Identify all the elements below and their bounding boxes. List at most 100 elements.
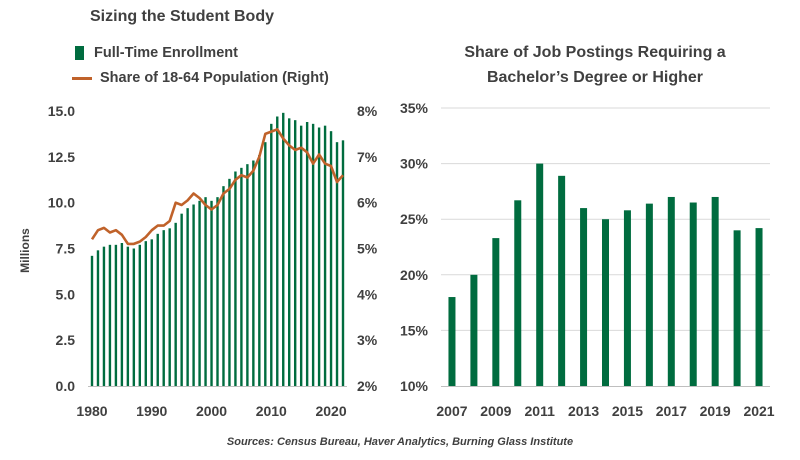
left-x-tick-label: 2020: [315, 403, 346, 419]
enrollment-bar: [96, 250, 100, 386]
left-y-tick-label: 2.5: [56, 332, 76, 348]
right-x-tick-label: 2021: [743, 403, 774, 419]
source-note: Sources: Census Bureau, Haver Analytics,…: [226, 436, 574, 448]
enrollment-bar: [180, 213, 183, 386]
left-x-tick-label: 1980: [76, 403, 107, 419]
left-y-axis-label: Millions: [18, 228, 32, 273]
job-postings-bar: [755, 228, 763, 386]
legend-share: Share of 18-64 Population (Right): [72, 70, 329, 86]
enrollment-bar: [156, 233, 159, 386]
right-y-tick-label: 20%: [400, 267, 429, 283]
left-x-tick-label: 1990: [136, 403, 167, 419]
enrollment-bar: [168, 228, 171, 386]
job-postings-bar: [667, 196, 675, 386]
enrollment-bar: [186, 208, 189, 386]
job-postings-bar: [623, 210, 631, 386]
left-x-tick-label: 2000: [196, 403, 227, 419]
enrollment-bar: [162, 230, 165, 386]
right-y-tick-label: 35%: [400, 100, 429, 116]
job-postings-bar: [492, 238, 500, 386]
right-x-tick-label: 2011: [525, 403, 556, 419]
enrollment-bar: [317, 127, 321, 386]
job-postings-bar: [470, 274, 478, 386]
enrollment-bar: [335, 142, 339, 386]
right-y-tick-label: 4%: [357, 286, 378, 302]
legend-line-swatch: [72, 76, 92, 80]
left-y-tick-label: 5.0: [56, 286, 76, 302]
right-x-tick-label: 2013: [568, 403, 599, 419]
enrollment-bar: [264, 142, 267, 386]
left-x-tick-label: 2010: [256, 403, 287, 419]
job-postings-bar: [689, 202, 697, 386]
enrollment-bar: [138, 244, 142, 386]
right-y-tick-label: 5%: [357, 241, 378, 257]
enrollment-bar: [252, 160, 255, 386]
right-y-tick-label: 25%: [400, 211, 429, 227]
enrollment-bar: [240, 167, 243, 386]
job-postings-bar: [645, 203, 653, 386]
enrollment-bar: [174, 222, 177, 386]
enrollment-bar: [311, 123, 315, 386]
enrollment-bar: [305, 122, 309, 386]
right-y-tick-label: 15%: [400, 322, 429, 338]
enrollment-bar: [90, 255, 94, 386]
enrollment-bar: [276, 116, 279, 386]
right-y-tick-label: 7%: [357, 149, 378, 165]
enrollment-bar: [246, 164, 249, 386]
left-chart-title: Sizing the Student Body: [90, 8, 274, 25]
enrollment-bar: [222, 186, 225, 386]
enrollment-bar: [210, 200, 213, 386]
right-chart-title: Share of Job Postings Requiring a Bachel…: [464, 44, 726, 86]
job-postings-bar: [558, 175, 566, 386]
job-postings-bar: [711, 196, 719, 386]
enrollment-bar: [216, 197, 219, 386]
enrollment-bar: [114, 244, 118, 386]
enrollment-bar: [293, 120, 297, 387]
right-y-tick-label: 10%: [400, 378, 429, 394]
right-y-tick-label: 6%: [357, 195, 378, 211]
left-y-tick-label: 10.0: [48, 195, 75, 211]
right-x-tick-label: 2015: [612, 403, 643, 419]
enrollment-bar: [120, 243, 124, 386]
enrollment-bar: [329, 131, 333, 386]
left-y-tick-label: 15.0: [48, 103, 75, 119]
enrollment-bar: [299, 125, 303, 387]
enrollment-bar: [132, 248, 136, 386]
right-x-tick-label: 2009: [480, 403, 511, 419]
job-postings-bar: [536, 163, 544, 386]
job-postings-bar: [602, 219, 609, 386]
enrollment-bar: [150, 239, 153, 386]
enrollment-bar: [341, 140, 345, 386]
enrollment-bar: [228, 178, 231, 386]
enrollment-bar: [258, 155, 261, 386]
left-y-tick-label: 12.5: [48, 149, 75, 165]
enrollment-bar: [126, 246, 130, 386]
enrollment-bar: [288, 118, 291, 386]
enrollment-bar: [282, 112, 285, 386]
enrollment-bar: [144, 241, 147, 386]
legend-share-label: Share of 18-64 Population (Right): [100, 70, 329, 86]
right-y-tick-label: 3%: [357, 332, 378, 348]
right-x-tick-label: 2019: [700, 403, 731, 419]
right-y-tick-label: 8%: [357, 103, 378, 119]
job-postings-bar: [514, 200, 522, 386]
enrollment-bar: [198, 200, 201, 386]
share-population-line: [90, 128, 344, 246]
right-y-tick-label: 30%: [400, 156, 429, 172]
right-x-tick-label: 2017: [656, 403, 687, 419]
left-y-tick-label: 0.0: [56, 378, 76, 394]
left-y-tick-label: 7.5: [56, 241, 76, 257]
enrollment-bar: [234, 171, 237, 386]
enrollment-bar: [323, 125, 327, 387]
enrollment-bar: [192, 204, 195, 386]
enrollment-bar: [102, 246, 106, 386]
legend-bar-swatch: [75, 46, 84, 60]
right-y-tick-label: 2%: [357, 378, 378, 394]
legend-enrollment-label: Full-Time Enrollment: [94, 45, 238, 61]
job-postings-bar: [448, 297, 456, 386]
job-postings-bar: [580, 208, 588, 386]
job-postings-bar: [733, 230, 741, 386]
legend-enrollment: Full-Time Enrollment: [72, 45, 238, 61]
